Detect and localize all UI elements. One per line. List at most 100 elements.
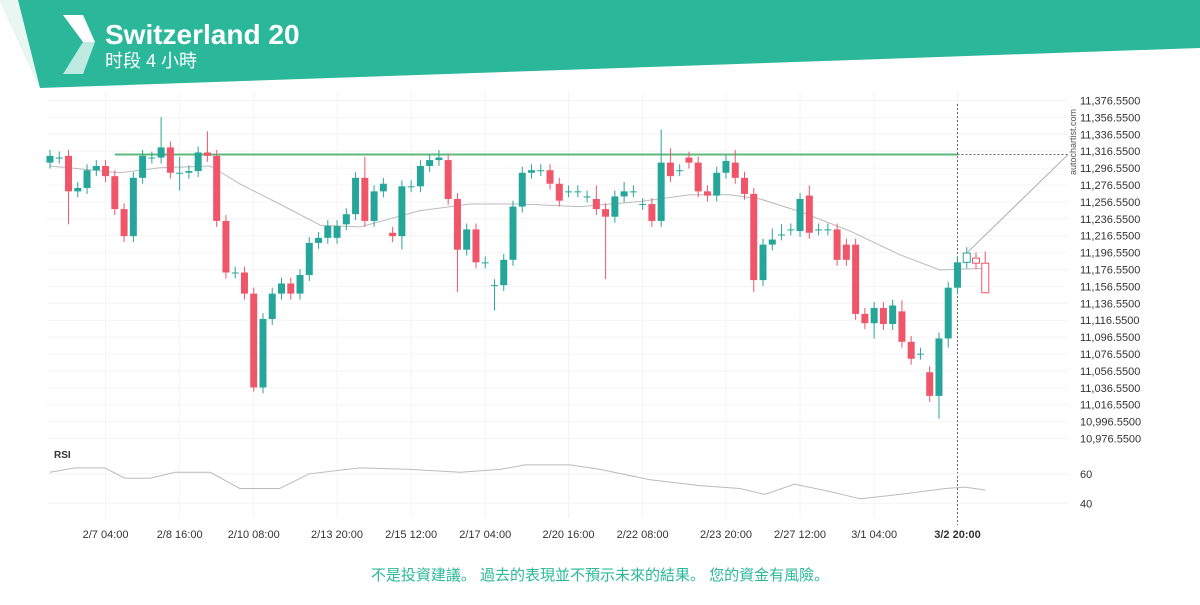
candle-body: [833, 229, 841, 260]
candle-body: [574, 191, 582, 193]
rsi-label: RSI: [54, 450, 71, 461]
candle-body: [259, 318, 267, 388]
x-tick-label: 2/17 04:00: [459, 529, 511, 541]
candle-body: [129, 177, 137, 237]
connector: [966, 154, 1069, 254]
logo: [63, 42, 95, 74]
candle-body: [703, 191, 711, 196]
rsi-tick-label: 60: [1080, 469, 1092, 481]
y-tick-label: 11,076.5500: [1080, 349, 1140, 361]
y-tick-label: 11,256.5500: [1080, 197, 1140, 209]
candle-body: [389, 232, 397, 237]
candle-body: [315, 237, 323, 243]
candle-body: [935, 338, 943, 396]
x-tick-label: 2/8 16:00: [157, 529, 203, 541]
candle-body: [102, 166, 110, 177]
candle-body: [657, 162, 665, 221]
candle-body: [759, 244, 767, 281]
candle-body: [490, 285, 498, 287]
candle-body: [842, 244, 850, 260]
candle-body: [361, 177, 369, 221]
candle-body: [907, 341, 915, 359]
candle-body: [435, 157, 443, 161]
candle-body: [602, 209, 610, 217]
x-tick-label: 3/2 20:00: [934, 529, 980, 541]
y-tick-label: 11,356.5500: [1080, 112, 1140, 124]
candle-body: [879, 308, 887, 325]
candle-body: [213, 155, 221, 221]
candle-body: [962, 252, 971, 263]
y-tick-label: 11,096.5500: [1080, 332, 1140, 344]
candle-body: [453, 198, 461, 250]
y-tick-label: 11,016.5500: [1080, 400, 1140, 412]
candle-body: [250, 293, 258, 388]
candle-body: [296, 275, 304, 294]
candle-body: [611, 196, 619, 217]
candle-body: [916, 353, 924, 355]
candle-body: [222, 220, 230, 273]
candle-body: [546, 170, 554, 184]
candle-body: [741, 177, 748, 194]
candle-body: [416, 166, 424, 187]
candle-body: [815, 229, 823, 231]
candle-body: [722, 160, 730, 173]
header-banner: [0, 0, 1200, 88]
candle-body: [472, 229, 480, 263]
candle-body: [778, 234, 786, 236]
candle-body: [592, 198, 600, 210]
y-tick-label: 11,236.5500: [1080, 214, 1140, 226]
header-wedge: [0, 0, 40, 88]
candle-body: [861, 313, 869, 324]
candle-body: [83, 170, 91, 188]
candle-body: [537, 170, 545, 172]
candle-body: [203, 152, 211, 156]
y-tick-label: 11,336.5500: [1080, 129, 1140, 141]
candle-body: [926, 372, 934, 396]
candle-body: [676, 170, 684, 172]
x-tick-label: 2/27 12:00: [774, 529, 826, 541]
candle-body: [666, 162, 674, 177]
candle-body: [500, 259, 508, 286]
candle-body: [231, 272, 239, 274]
candle-body: [46, 155, 54, 163]
candle-body: [342, 214, 350, 225]
y-tick-label: 11,136.5500: [1080, 298, 1140, 310]
candle-body: [444, 160, 452, 199]
x-tick-label: 2/23 20:00: [700, 529, 752, 541]
candle-body: [713, 172, 721, 196]
x-tick-label: 3/1 04:00: [851, 529, 897, 541]
candle-body: [287, 283, 295, 294]
x-tick-label: 2/10 08:00: [228, 529, 280, 541]
candle-body: [74, 187, 82, 192]
candle-body: [333, 226, 341, 238]
y-tick-label: 11,296.5500: [1080, 163, 1140, 175]
candle-body: [852, 244, 860, 314]
x-tick-label: 2/20 16:00: [543, 529, 595, 541]
candle-body: [481, 262, 489, 264]
candle-body: [518, 172, 526, 207]
y-tick-label: 11,376.5500: [1080, 95, 1140, 107]
candle-body: [685, 157, 693, 163]
candle-body: [139, 155, 147, 178]
candle-body: [55, 157, 63, 159]
candle-body: [157, 147, 165, 158]
candle-body: [953, 262, 961, 288]
candle-body: [824, 229, 832, 231]
candle-body: [870, 308, 878, 324]
candle-body: [768, 239, 776, 245]
candle-body: [565, 191, 573, 193]
y-tick-label: 11,116.5500: [1080, 315, 1140, 327]
candle-body: [898, 311, 906, 342]
candle-body: [528, 170, 536, 173]
candle-body: [194, 152, 202, 172]
y-tick-label: 10,996.5500: [1080, 417, 1141, 429]
candle-body: [148, 157, 156, 159]
candle-body: [379, 183, 387, 192]
candle-body: [648, 204, 656, 221]
y-tick-label: 11,276.5500: [1080, 180, 1140, 192]
candle-body: [185, 171, 193, 173]
candle-body: [426, 160, 434, 167]
x-tick-label: 2/13 20:00: [311, 529, 363, 541]
candle-body: [268, 293, 276, 319]
